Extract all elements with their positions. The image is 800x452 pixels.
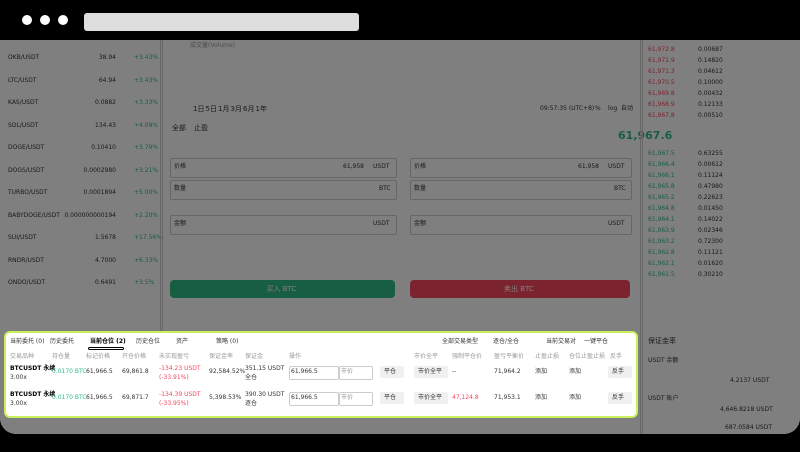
- cell: -134.23 USDT: [159, 365, 201, 372]
- price-input[interactable]: [289, 392, 339, 406]
- cell: (-33.95%): [159, 400, 189, 407]
- column-header: 盈亏平衡价: [494, 353, 525, 360]
- cell: BTCUSDT 永续: [10, 365, 56, 372]
- cell: 反手: [612, 394, 625, 401]
- cell: 市价全平: [418, 394, 443, 401]
- action-button[interactable]: [380, 392, 404, 404]
- cell: 市价: [341, 368, 354, 375]
- panel-tab: 历史仓位: [136, 338, 161, 345]
- cell: 61,966.5: [291, 368, 318, 375]
- cell: 351.15 USDT: [245, 365, 285, 372]
- panel-tab: 当前仓位 (2): [90, 338, 126, 345]
- dot: [22, 15, 32, 25]
- cell: 添加: [535, 394, 548, 401]
- cell: 390.30 USDT: [245, 391, 285, 398]
- cell: --: [452, 368, 457, 375]
- panel-tab: 资产: [176, 338, 189, 345]
- panel-tab: 当前委托 (0): [10, 338, 45, 345]
- column-header: 仓位止盈止损: [569, 353, 606, 360]
- cell: 0.0170 BTC: [52, 368, 87, 375]
- cell: 3.00x: [10, 400, 27, 407]
- cell: 71,953.1: [494, 394, 521, 401]
- active-tab-underline: [88, 347, 124, 350]
- cell: 添加: [569, 394, 582, 401]
- cell: 71,964.2: [494, 368, 521, 375]
- cell: 全仓: [245, 374, 258, 381]
- cell: 市价: [341, 394, 354, 401]
- filter: 逐仓/全仓: [493, 338, 520, 345]
- action-button[interactable]: [608, 392, 632, 404]
- column-header: 未实现盈亏: [159, 353, 190, 360]
- amount-input[interactable]: [339, 366, 373, 380]
- cell: -134.39 USDT: [159, 391, 201, 398]
- column-header: 标记价格: [86, 353, 111, 360]
- filter: 全部交易类型: [442, 338, 479, 345]
- cell: 61,966.5: [291, 394, 318, 401]
- cell: 69,861.8: [122, 368, 149, 375]
- column-header: 持仓量: [52, 353, 71, 360]
- cell: 添加: [535, 368, 548, 375]
- address-bar[interactable]: [84, 13, 359, 31]
- cell: 反手: [612, 368, 625, 375]
- cell: 61,966.5: [86, 368, 113, 375]
- cell: 3.00x: [10, 374, 27, 381]
- action-button[interactable]: [414, 366, 448, 378]
- price-input[interactable]: [289, 366, 339, 380]
- filter: 一键平仓: [584, 338, 609, 345]
- cell: 47,124.8: [452, 394, 479, 401]
- column-header: 止盈止损: [535, 353, 560, 360]
- column-header: 开仓价格: [122, 353, 147, 360]
- cell: 平仓: [384, 394, 397, 401]
- screen: OKB/USDT38.94+3.43%LTC/USDT64.94+3.43%KA…: [0, 40, 800, 434]
- cell: (-33.91%): [159, 374, 189, 381]
- panel-tab: 历史委托: [50, 338, 75, 345]
- filter: 当前交易对: [546, 338, 577, 345]
- cell: 逐仓: [245, 400, 258, 407]
- column-header: 交易品种: [10, 353, 35, 360]
- cell: 添加: [569, 368, 582, 375]
- cell: 平仓: [384, 368, 397, 375]
- dot: [40, 15, 50, 25]
- cell: 市价全平: [418, 368, 443, 375]
- column-header: 保证金率: [209, 353, 234, 360]
- action-button[interactable]: [608, 366, 632, 378]
- action-button[interactable]: [380, 366, 404, 378]
- dot: [58, 15, 68, 25]
- positions-panel: 当前委托 (0) 历史委托 当前仓位 (2) 历史仓位 资产 策略 (0) 全部交易类型 逐仓…: [4, 331, 638, 418]
- column-header: 强制平仓价: [452, 353, 483, 360]
- column-header: 市价全平: [414, 353, 439, 360]
- panel-tab: 策略 (0): [216, 338, 239, 345]
- cell: 69,871.7: [122, 394, 149, 401]
- cell: 0.0170 BTC: [52, 394, 87, 401]
- column-header: 反手: [610, 353, 623, 360]
- cell: 61,966.5: [86, 394, 113, 401]
- cell: 92,584.52%: [209, 368, 246, 375]
- action-button[interactable]: [414, 392, 448, 404]
- column-header: 操作: [289, 353, 302, 360]
- column-header: 保证金: [245, 353, 264, 360]
- cell: BTCUSDT 永续: [10, 391, 56, 398]
- amount-input[interactable]: [339, 392, 373, 406]
- cell: 5,398.53%: [209, 394, 242, 401]
